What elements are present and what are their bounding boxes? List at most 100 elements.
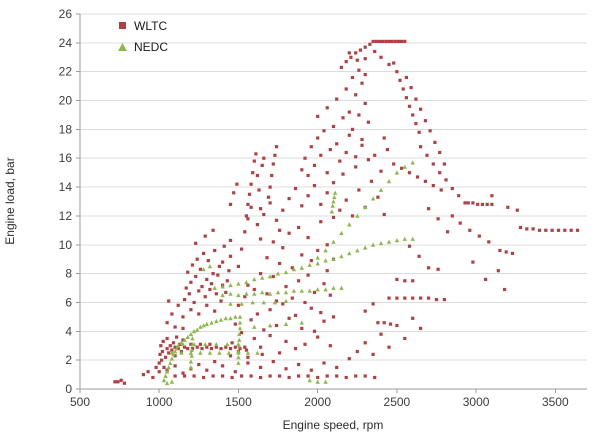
data-point	[569, 228, 573, 232]
data-point	[411, 316, 415, 320]
data-point	[190, 263, 195, 267]
data-point	[237, 326, 243, 331]
data-point	[190, 342, 195, 347]
data-point	[278, 374, 282, 378]
data-point	[157, 361, 161, 365]
data-point	[237, 337, 242, 342]
data-point	[300, 253, 304, 257]
data-point	[176, 347, 180, 351]
data-point	[188, 350, 194, 355]
data-point	[262, 212, 266, 217]
data-point	[312, 329, 317, 333]
data-point	[167, 299, 171, 303]
data-point	[404, 96, 408, 100]
data-point	[141, 373, 145, 377]
data-point	[355, 58, 359, 62]
data-point	[259, 345, 263, 349]
data-point	[503, 287, 507, 292]
data-point	[268, 185, 272, 189]
data-point	[354, 165, 358, 169]
data-point	[350, 127, 355, 131]
data-point	[235, 182, 239, 186]
data-point	[384, 39, 388, 43]
data-point	[309, 259, 313, 263]
x-tick-label: 2500	[384, 395, 411, 409]
data-point	[273, 153, 277, 157]
data-point	[236, 292, 241, 298]
data-point	[228, 202, 233, 206]
data-point	[328, 344, 332, 348]
data-point	[403, 296, 407, 300]
data-point	[228, 282, 233, 288]
data-point	[419, 326, 423, 330]
data-point	[402, 236, 407, 241]
data-point	[170, 312, 174, 316]
data-point	[252, 291, 257, 296]
data-point	[360, 81, 364, 85]
data-point	[203, 342, 208, 347]
data-point	[306, 173, 310, 178]
data-point	[246, 202, 250, 206]
data-point	[306, 194, 310, 198]
series-nedc-points	[161, 160, 415, 386]
y-tick-label: 26	[59, 7, 73, 21]
data-point	[271, 274, 275, 279]
data-point	[238, 347, 242, 351]
data-point	[498, 248, 502, 253]
data-point	[357, 68, 361, 72]
data-point	[249, 205, 253, 209]
data-point	[303, 156, 307, 160]
data-point	[198, 342, 202, 346]
data-point	[417, 130, 421, 134]
data-point	[563, 228, 567, 232]
data-point	[307, 378, 312, 383]
data-point	[463, 201, 467, 205]
data-point	[275, 271, 281, 276]
data-point	[339, 65, 343, 69]
data-point	[515, 208, 519, 212]
data-point	[366, 158, 370, 162]
data-point	[396, 39, 401, 43]
data-point	[290, 266, 294, 270]
data-point	[395, 277, 399, 281]
data-point	[255, 350, 260, 355]
data-point	[260, 352, 264, 356]
data-point	[191, 329, 197, 334]
data-point	[183, 298, 187, 302]
data-point	[328, 293, 332, 297]
data-point	[236, 303, 240, 307]
data-point	[249, 374, 253, 378]
series-wltc-points	[113, 39, 580, 385]
data-point	[252, 159, 256, 163]
data-point	[189, 308, 193, 312]
data-point	[233, 370, 237, 374]
data-point	[300, 326, 304, 330]
data-point	[161, 339, 165, 343]
data-point	[347, 110, 351, 114]
data-point	[419, 107, 423, 111]
data-point	[354, 51, 358, 55]
data-point	[378, 187, 384, 192]
data-point	[347, 51, 351, 55]
data-point	[344, 375, 348, 380]
data-point	[438, 171, 442, 175]
data-point	[219, 299, 223, 303]
data-point	[240, 374, 244, 378]
data-point	[260, 275, 265, 280]
data-point	[225, 342, 230, 347]
data-point	[173, 325, 177, 329]
data-point	[436, 217, 440, 221]
data-point	[122, 381, 126, 385]
data-point	[331, 239, 336, 244]
data-point	[181, 326, 185, 330]
data-point	[173, 374, 177, 378]
data-point	[186, 270, 190, 274]
data-point	[211, 272, 215, 276]
data-point	[322, 282, 326, 286]
data-point	[244, 348, 248, 352]
data-point	[209, 320, 214, 325]
data-point	[175, 335, 179, 339]
data-point	[198, 267, 202, 271]
data-point	[395, 70, 399, 74]
data-point	[237, 314, 243, 319]
